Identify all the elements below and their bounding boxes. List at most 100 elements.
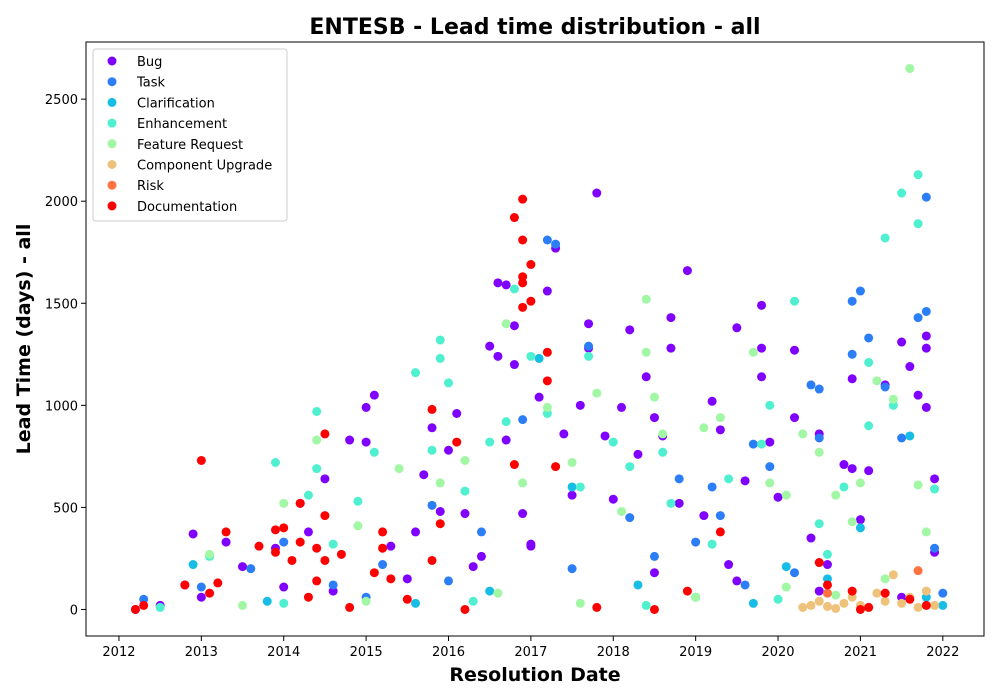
point-bug bbox=[345, 436, 354, 445]
legend-label-enhancement: Enhancement bbox=[137, 117, 227, 132]
point-bug bbox=[428, 423, 437, 432]
point-bug bbox=[806, 534, 815, 543]
point-bug bbox=[732, 576, 741, 585]
point-documentation bbox=[378, 544, 387, 553]
point-documentation bbox=[526, 260, 535, 269]
point-feature-request bbox=[568, 458, 577, 467]
point-bug bbox=[568, 491, 577, 500]
point-bug bbox=[238, 562, 247, 571]
point-enhancement bbox=[444, 378, 453, 387]
point-bug bbox=[839, 460, 848, 469]
x-tick-label: 2012 bbox=[102, 645, 135, 660]
point-feature-request bbox=[922, 527, 931, 536]
point-documentation bbox=[271, 548, 280, 557]
point-documentation bbox=[255, 542, 264, 551]
point-feature-request bbox=[518, 478, 527, 487]
point-task bbox=[897, 434, 906, 443]
point-component-upgrade bbox=[914, 603, 923, 612]
x-tick-label: 2018 bbox=[597, 645, 630, 660]
point-clarification bbox=[938, 601, 947, 610]
point-enhancement bbox=[666, 499, 675, 508]
point-documentation bbox=[518, 236, 527, 245]
point-feature-request bbox=[914, 480, 923, 489]
point-task bbox=[691, 538, 700, 547]
point-task bbox=[741, 580, 750, 589]
point-documentation bbox=[716, 527, 725, 536]
y-tick-label: 0 bbox=[70, 603, 78, 618]
point-bug bbox=[790, 346, 799, 355]
point-enhancement bbox=[609, 438, 618, 447]
point-bug bbox=[493, 352, 502, 361]
point-task bbox=[749, 440, 758, 449]
legend-marker-bug bbox=[108, 57, 117, 66]
point-clarification bbox=[568, 482, 577, 491]
point-enhancement bbox=[156, 603, 165, 612]
point-task bbox=[568, 564, 577, 573]
point-documentation bbox=[683, 587, 692, 596]
point-documentation bbox=[543, 376, 552, 385]
point-feature-request bbox=[889, 395, 898, 404]
point-documentation bbox=[197, 456, 206, 465]
point-enhancement bbox=[625, 462, 634, 471]
point-feature-request bbox=[312, 436, 321, 445]
point-enhancement bbox=[724, 474, 733, 483]
point-task bbox=[765, 462, 774, 471]
point-feature-request bbox=[905, 64, 914, 73]
point-documentation bbox=[312, 576, 321, 585]
point-feature-request bbox=[362, 597, 371, 606]
point-feature-request bbox=[815, 448, 824, 457]
point-bug bbox=[362, 438, 371, 447]
point-bug bbox=[675, 499, 684, 508]
point-feature-request bbox=[782, 491, 791, 500]
point-task bbox=[815, 434, 824, 443]
point-task bbox=[806, 380, 815, 389]
point-bug bbox=[510, 321, 519, 330]
point-documentation bbox=[551, 462, 560, 471]
point-enhancement bbox=[765, 401, 774, 410]
point-documentation bbox=[452, 438, 461, 447]
point-enhancement bbox=[881, 233, 890, 242]
y-tick-label: 1500 bbox=[45, 297, 78, 312]
point-enhancement bbox=[642, 601, 651, 610]
point-bug bbox=[304, 527, 313, 536]
point-bug bbox=[452, 409, 461, 418]
point-bug bbox=[419, 470, 428, 479]
point-bug bbox=[320, 474, 329, 483]
point-task bbox=[625, 513, 634, 522]
point-documentation bbox=[823, 580, 832, 589]
point-enhancement bbox=[576, 482, 585, 491]
y-axis-label: Lead Time (days) - all bbox=[13, 224, 35, 455]
point-task bbox=[378, 560, 387, 569]
point-enhancement bbox=[428, 446, 437, 455]
point-bug bbox=[741, 476, 750, 485]
point-bug bbox=[601, 431, 610, 440]
point-enhancement bbox=[864, 358, 873, 367]
point-documentation bbox=[592, 603, 601, 612]
point-component-upgrade bbox=[889, 570, 898, 579]
point-task bbox=[716, 511, 725, 520]
point-feature-request bbox=[848, 517, 857, 526]
point-documentation bbox=[922, 601, 931, 610]
point-bug bbox=[518, 509, 527, 518]
point-documentation bbox=[386, 574, 395, 583]
point-task bbox=[551, 240, 560, 249]
point-enhancement bbox=[790, 297, 799, 306]
point-task bbox=[815, 385, 824, 394]
point-bug bbox=[815, 587, 824, 596]
point-enhancement bbox=[864, 421, 873, 430]
point-bug bbox=[197, 593, 206, 602]
point-enhancement bbox=[271, 458, 280, 467]
point-enhancement bbox=[584, 352, 593, 361]
legend: Bug Task Clarification Enhancement Feature R… bbox=[93, 49, 287, 221]
point-documentation bbox=[436, 519, 445, 528]
point-bug bbox=[642, 372, 651, 381]
point-task bbox=[848, 350, 857, 359]
point-feature-request bbox=[716, 413, 725, 422]
point-clarification bbox=[856, 523, 865, 532]
legend-marker-risk bbox=[108, 181, 117, 190]
point-bug bbox=[757, 301, 766, 310]
point-feature-request bbox=[493, 589, 502, 598]
point-feature-request bbox=[353, 521, 362, 530]
point-bug bbox=[716, 425, 725, 434]
point-bug bbox=[543, 287, 552, 296]
